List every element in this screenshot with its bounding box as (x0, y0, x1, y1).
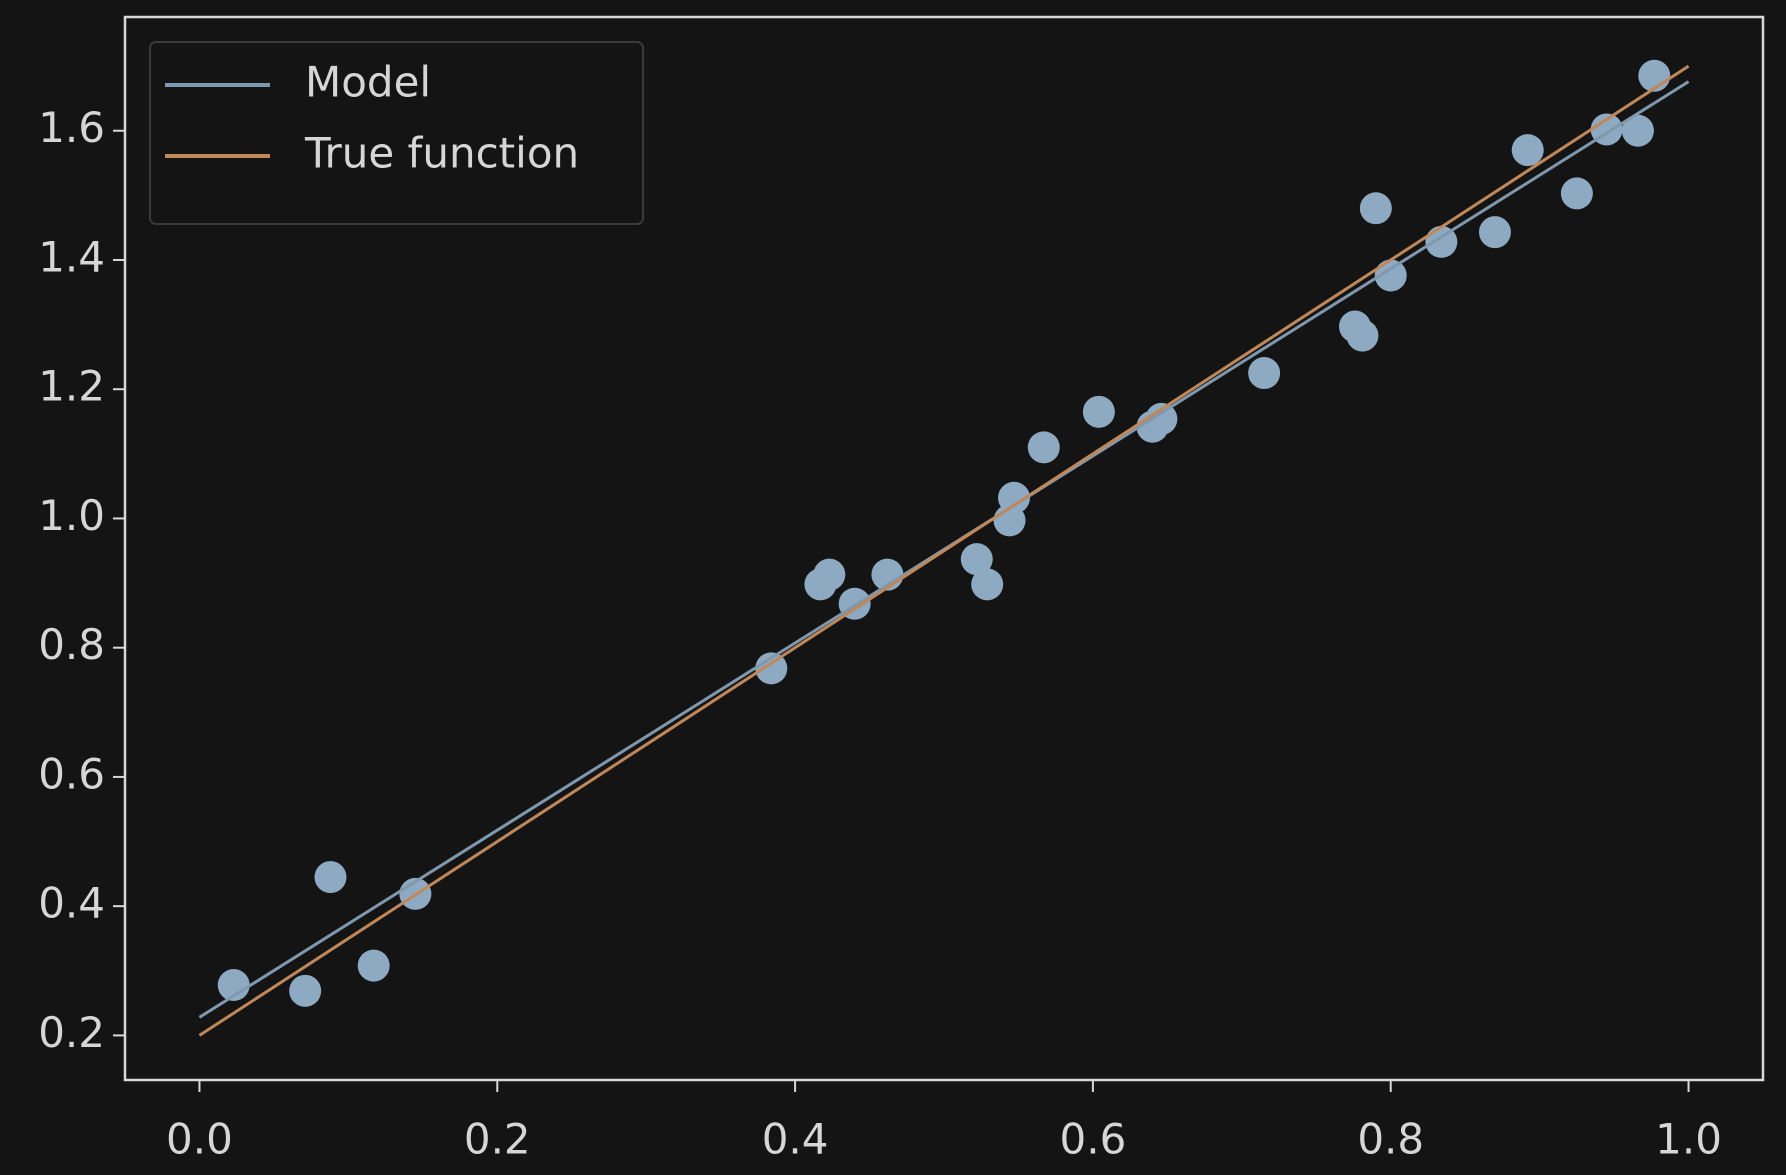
y-tick-label: 0.6 (38, 749, 105, 798)
point (960, 543, 993, 576)
y-tick-label: 1.0 (38, 491, 105, 540)
point (1248, 357, 1281, 390)
legend-box (149, 41, 644, 225)
y-tick-label: 1.4 (38, 232, 105, 281)
point (755, 652, 788, 685)
y-tick-label: 1.6 (38, 103, 105, 152)
x-tick-label: 0.2 (464, 1115, 531, 1164)
x-tick-label: 1.0 (1655, 1115, 1722, 1164)
point (217, 969, 250, 1002)
legend-label: True function (304, 129, 579, 178)
x-tick-label: 0.0 (166, 1115, 233, 1164)
point (1511, 134, 1544, 167)
point (1478, 216, 1511, 249)
point (357, 949, 390, 982)
point (1359, 192, 1392, 225)
point (971, 568, 1004, 601)
x-tick-label: 0.4 (762, 1115, 829, 1164)
y-tick-label: 1.2 (38, 362, 105, 411)
point (1082, 395, 1115, 428)
x-tick-label: 0.6 (1060, 1115, 1127, 1164)
point (813, 558, 846, 591)
y-tick-label: 0.8 (38, 620, 105, 669)
line (198, 64, 1690, 1037)
point (997, 481, 1030, 514)
x-tick-label: 0.8 (1357, 1115, 1424, 1164)
point (1374, 259, 1407, 292)
y-tick-label: 0.4 (38, 879, 105, 928)
point (314, 861, 347, 894)
point (1346, 319, 1379, 352)
point (1560, 177, 1593, 210)
point (1027, 431, 1060, 464)
legend-label: Model (305, 58, 431, 107)
point (289, 974, 322, 1007)
point (1145, 402, 1178, 435)
y-tick-label: 0.2 (38, 1008, 105, 1057)
point (1621, 114, 1654, 147)
